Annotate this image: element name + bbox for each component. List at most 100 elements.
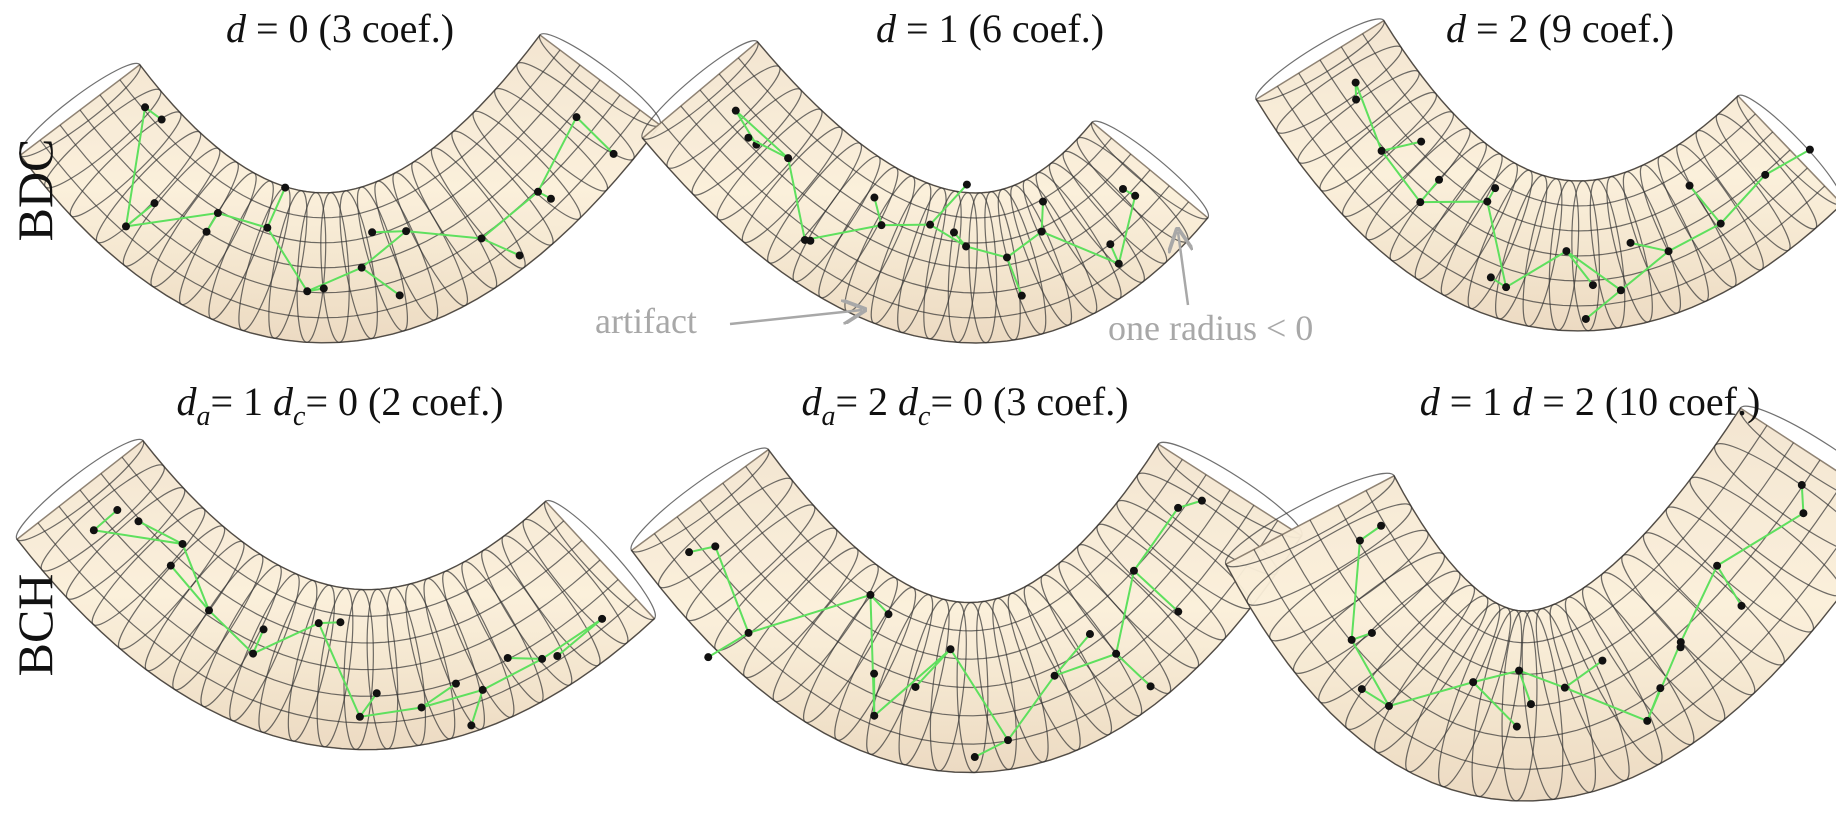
skeleton-branch [688, 545, 716, 554]
panel-title: d = 2 (9 coef.) [1446, 6, 1674, 51]
mesh-ring [818, 166, 899, 299]
mesh-ring [1040, 574, 1143, 717]
control-point [141, 103, 150, 112]
mesh-ring [1438, 607, 1512, 788]
control-point [1598, 656, 1607, 665]
mesh-ring [117, 525, 226, 650]
skeleton-branch [1585, 289, 1622, 320]
control-point [946, 645, 955, 654]
control-point [1038, 197, 1047, 206]
mesh-ring [968, 192, 998, 344]
mesh-ring [516, 62, 635, 161]
mesh-line [58, 506, 619, 697]
skeleton [93, 529, 603, 718]
control-point [204, 606, 213, 615]
mesh-ring [1090, 120, 1210, 220]
control-point [336, 618, 345, 627]
mesh-line [1337, 442, 1794, 675]
control-point [1146, 682, 1155, 691]
skeleton-branch [1764, 148, 1811, 176]
mesh-ring [268, 190, 308, 339]
control-point [1131, 191, 1140, 200]
control-point [467, 721, 476, 730]
skeleton-branch [1472, 681, 1518, 728]
control-point [1435, 175, 1444, 184]
mesh-ring [366, 588, 399, 750]
control-point [451, 679, 460, 688]
control-point [1417, 137, 1426, 146]
control-point [113, 506, 122, 515]
skeleton-branch [359, 692, 378, 718]
mesh-ring [258, 579, 318, 733]
mesh-ring [897, 187, 947, 334]
surfaces [15, 18, 1836, 802]
control-point [1112, 649, 1121, 658]
mesh-ring [19, 62, 141, 158]
mesh-ring [1345, 584, 1476, 730]
annotation-arrow [729, 310, 862, 326]
skeleton-branch [1359, 524, 1382, 542]
mesh-ring [1739, 405, 1836, 515]
mesh-ring [1639, 164, 1709, 302]
control-point [784, 154, 793, 163]
mesh-ring [641, 40, 759, 140]
mesh-ring [122, 147, 221, 267]
mesh-ring [316, 587, 354, 748]
mesh-ring [1521, 610, 1564, 800]
control-point [1118, 184, 1127, 193]
mesh-ring [898, 598, 950, 766]
mesh-ring [870, 182, 932, 325]
control-point [1502, 283, 1511, 292]
mesh-ring [423, 577, 485, 731]
control-point [1377, 521, 1386, 530]
control-point [1483, 197, 1492, 206]
mesh-ring [494, 87, 609, 192]
mesh-ring [1495, 174, 1548, 320]
control-point [1685, 181, 1694, 190]
annotation: artifact [595, 301, 697, 341]
control-point [884, 610, 893, 619]
mesh-ring [339, 190, 378, 340]
mesh-ring [834, 586, 917, 741]
skeleton-branch [1800, 484, 1805, 514]
mesh-ring [1062, 150, 1168, 264]
mesh-line [699, 89, 1151, 269]
control-point [478, 685, 487, 694]
control-point [538, 654, 547, 663]
skeleton-branch [1006, 257, 1023, 297]
control-point [314, 619, 323, 628]
control-point [303, 287, 312, 296]
mesh-ring [1246, 503, 1413, 606]
skeleton-branch [1688, 184, 1722, 225]
skeleton-branch [361, 266, 401, 297]
mesh-ring [923, 190, 962, 340]
skeleton-branch [1133, 570, 1179, 613]
control-point [477, 234, 486, 243]
mesh-line [1298, 72, 1808, 282]
control-point [744, 628, 753, 637]
panel-title: d = 1 (6 coef.) [876, 6, 1104, 51]
mesh-line [1319, 59, 1791, 257]
mesh-ring [984, 191, 1021, 341]
control-point [1560, 683, 1569, 692]
skeleton [714, 507, 1179, 742]
control-point [806, 236, 815, 245]
annotation: one radius < 0 [1108, 308, 1313, 348]
mesh-ring [1096, 523, 1227, 641]
skeleton-branch [1630, 241, 1669, 253]
mesh-ring [320, 192, 350, 343]
mesh-ring [95, 130, 202, 244]
control-point [213, 209, 222, 218]
mesh-line [79, 489, 601, 671]
mesh-ring [1405, 602, 1501, 773]
control-point [1347, 635, 1356, 644]
mesh-ring [630, 447, 770, 553]
control-point [870, 711, 879, 720]
control-point [1797, 481, 1806, 490]
control-point [417, 703, 426, 712]
control-point [1713, 561, 1722, 570]
control-point [1114, 259, 1123, 268]
skeleton-branch [707, 632, 750, 659]
mesh-ring [666, 65, 781, 169]
control-point [870, 193, 879, 202]
